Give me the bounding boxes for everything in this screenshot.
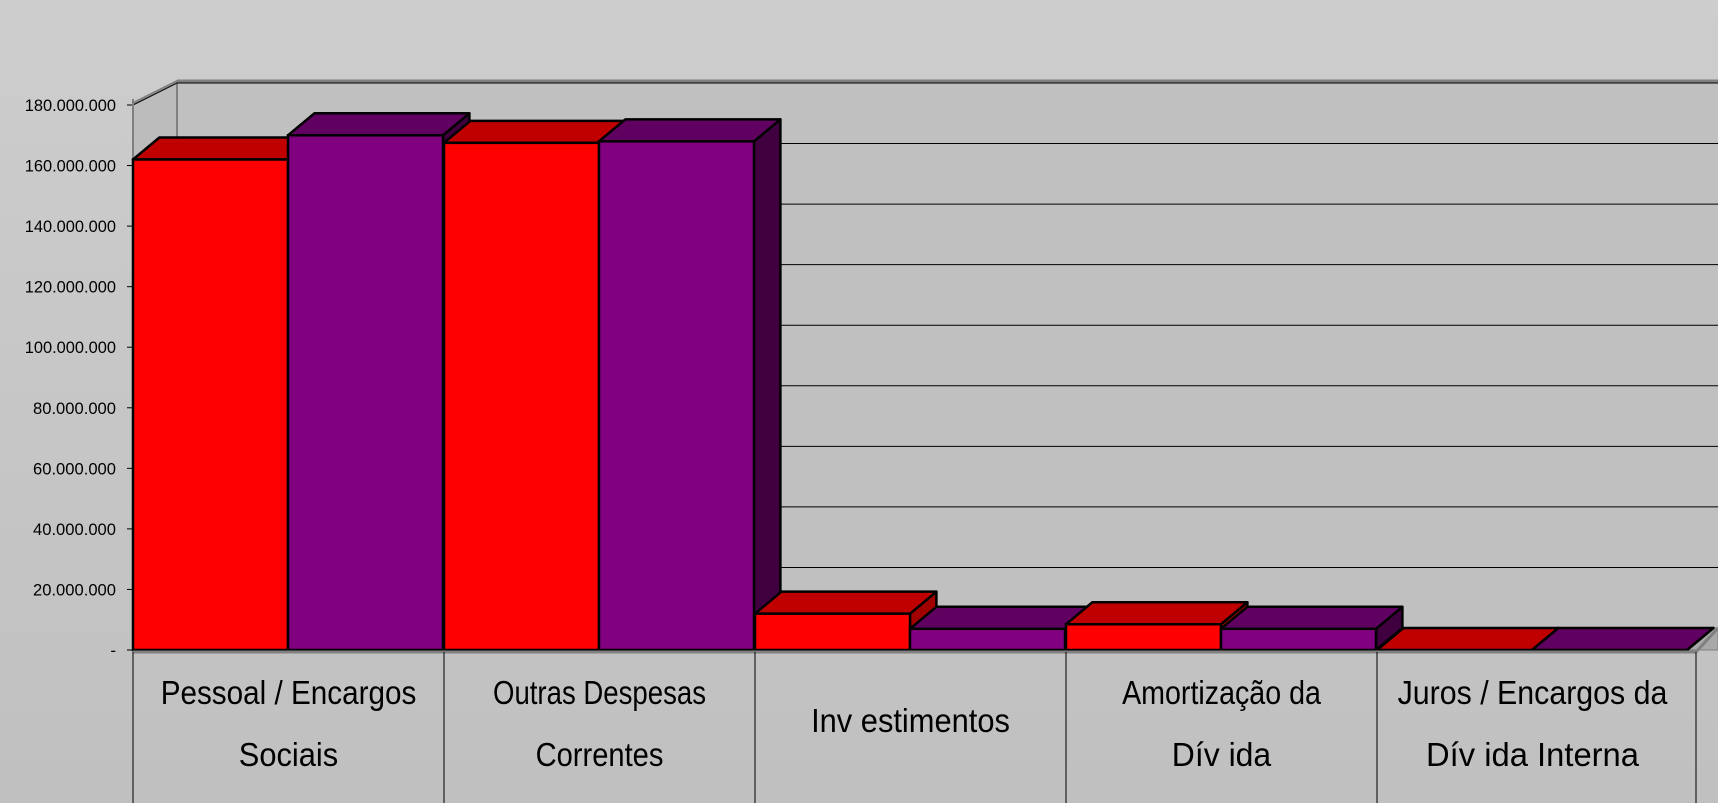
y-tick-label: 140.000.000	[25, 217, 116, 236]
x-category-label: Dív ida	[1172, 736, 1272, 773]
bar-top	[1530, 626, 1715, 652]
x-category-label: Sociais	[239, 736, 338, 773]
bar	[597, 118, 782, 652]
bar-top	[1219, 605, 1404, 631]
y-tick-label: 100.000.000	[25, 338, 116, 357]
y-tick-label: 160.000.000	[25, 157, 116, 176]
bar-top	[753, 590, 938, 615]
bar-front	[286, 134, 445, 652]
x-category-label: Pessoal / Encargos	[161, 674, 417, 711]
y-axis: - 20.000.000 40.000.000 60.000.000 80.000.00…	[25, 96, 134, 660]
x-axis-depth-edge	[1694, 626, 1718, 654]
bar-front	[597, 140, 756, 652]
x-category-label: Juros / Encargos da	[1398, 674, 1668, 711]
bar-front	[131, 158, 290, 652]
x-category-label: Amortização da	[1122, 674, 1321, 711]
bar-front	[908, 627, 1067, 652]
bar-top	[442, 119, 627, 145]
bar	[1375, 626, 1560, 652]
bars	[131, 112, 1715, 652]
y-tick-label: 120.000.000	[25, 278, 116, 297]
y-tick-label: 60.000.000	[33, 459, 116, 478]
x-category-label: Outras Despesas	[493, 674, 706, 711]
bar	[908, 605, 1093, 652]
y-tick-label: 40.000.000	[33, 520, 116, 539]
bar-front	[753, 612, 912, 652]
bar	[1530, 626, 1715, 652]
x-category-label: Correntes	[536, 736, 664, 773]
bar	[286, 112, 471, 652]
x-axis: Pessoal / Encargos Sociais Outras Despesas…	[132, 626, 1718, 803]
x-category-label: Inv estimentos	[811, 702, 1010, 739]
gridline	[132, 82, 1718, 106]
y-tick-label: 20.000.000	[33, 580, 116, 599]
y-tick-label: -	[110, 641, 116, 660]
bar-top	[1064, 601, 1249, 626]
bar-front	[1219, 627, 1378, 652]
bar-side	[752, 118, 782, 652]
x-category-label: Dív ida Interna	[1426, 736, 1640, 773]
bar-front	[442, 141, 601, 652]
y-tick-label: 80.000.000	[33, 399, 116, 418]
bar-top	[908, 605, 1093, 631]
bar	[1219, 605, 1404, 652]
bar-top	[1375, 626, 1560, 652]
bar-top	[597, 118, 782, 143]
bar-front	[1064, 623, 1223, 652]
bar-top	[286, 112, 471, 137]
y-tick-label: 180.000.000	[25, 96, 116, 115]
